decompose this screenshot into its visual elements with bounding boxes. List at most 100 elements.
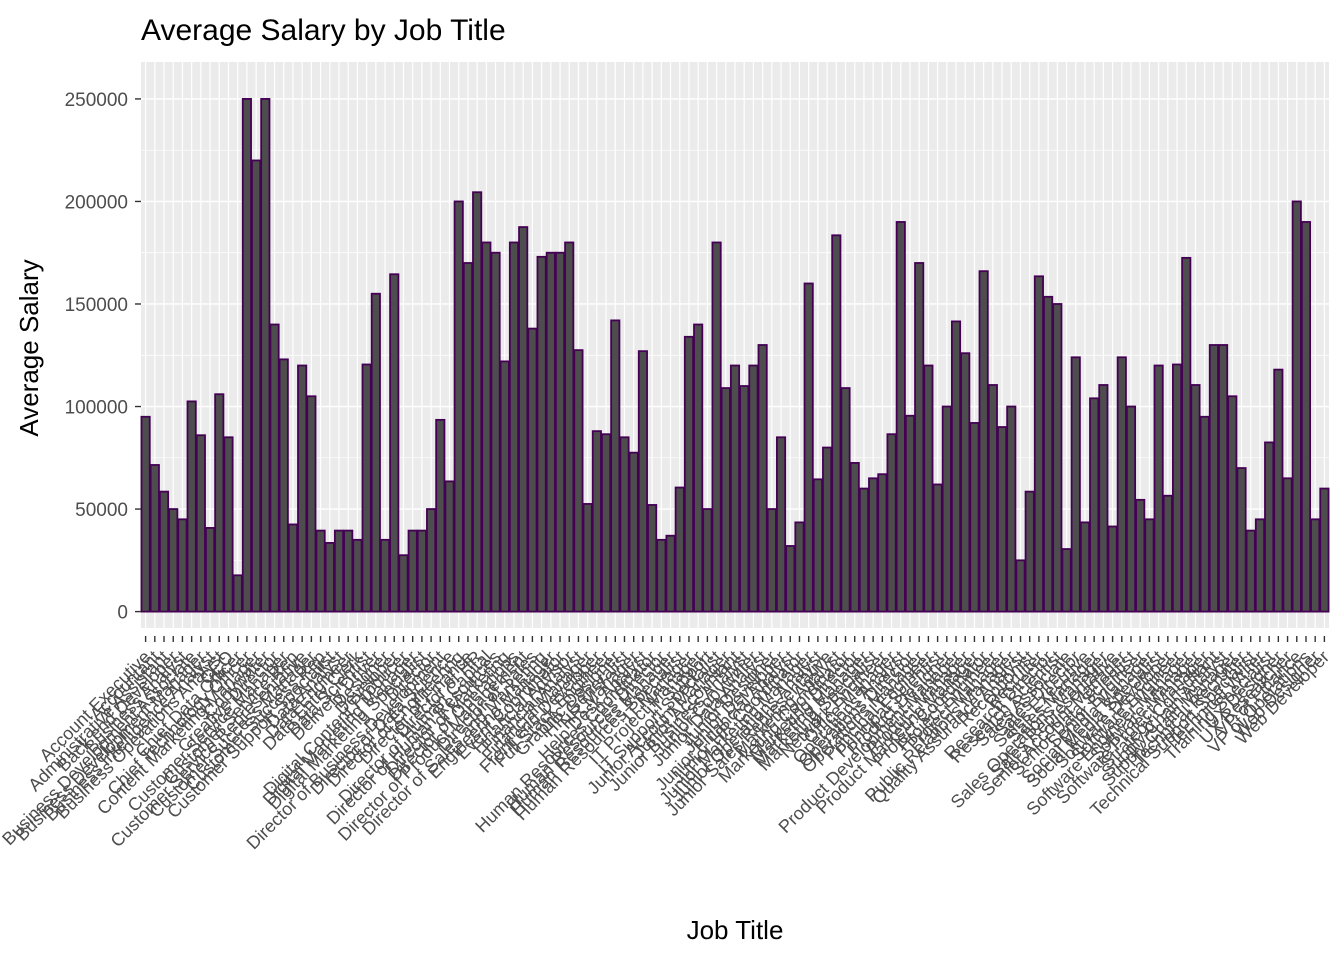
bar — [1236, 467, 1247, 613]
bar — [868, 477, 879, 613]
bar — [895, 221, 906, 613]
bar — [582, 503, 593, 613]
bar — [343, 529, 354, 613]
bar — [380, 538, 391, 613]
bar — [416, 529, 427, 613]
bar — [1125, 405, 1137, 613]
bar — [812, 478, 823, 613]
bar — [1144, 518, 1155, 613]
bar — [573, 349, 584, 613]
bar — [426, 508, 437, 613]
bar — [472, 191, 483, 613]
bar — [665, 534, 676, 613]
bar — [1043, 295, 1054, 613]
bar — [324, 541, 335, 613]
bar — [186, 400, 197, 613]
bar — [969, 422, 980, 613]
bar — [858, 487, 869, 613]
bar — [232, 574, 243, 613]
bar — [278, 358, 289, 613]
bar — [1181, 256, 1192, 613]
bar — [444, 480, 455, 613]
bar — [932, 483, 943, 613]
y-tick-label: 100000 — [65, 398, 128, 419]
bar — [803, 282, 814, 613]
bar — [527, 327, 538, 613]
y-tick-label: 0 — [117, 603, 128, 624]
bar — [1319, 487, 1330, 613]
bar — [223, 436, 234, 613]
bar — [158, 490, 170, 613]
bar — [886, 433, 897, 613]
bar — [1254, 518, 1265, 613]
x-axis-title: Job Title — [687, 915, 784, 945]
bar — [1172, 363, 1183, 613]
bar — [950, 320, 962, 613]
bar — [674, 486, 685, 613]
bar — [361, 363, 372, 613]
bar — [693, 323, 704, 613]
bar — [177, 518, 188, 613]
bar — [453, 200, 464, 613]
bar — [1116, 356, 1127, 613]
bar — [1089, 397, 1100, 613]
bar — [766, 508, 777, 613]
bar — [297, 364, 308, 613]
x-axis: Account ExecutiveAccountantAdministrativ… — [0, 636, 1333, 853]
bar — [656, 538, 667, 613]
bar — [1264, 441, 1275, 613]
bar — [195, 434, 206, 613]
bar — [333, 529, 345, 613]
y-tick-label: 250000 — [65, 90, 128, 111]
bar — [776, 436, 787, 613]
bar — [1291, 200, 1302, 613]
bar — [508, 241, 520, 613]
bar — [260, 98, 271, 613]
y-tick-label: 50000 — [75, 500, 128, 521]
bar — [518, 226, 529, 613]
bar — [647, 504, 658, 613]
bar — [610, 319, 621, 613]
bar — [140, 415, 151, 613]
bar — [1218, 344, 1229, 613]
bar — [287, 523, 298, 613]
bar — [214, 393, 225, 613]
bar — [251, 159, 262, 613]
bar — [407, 529, 418, 613]
bar — [702, 508, 713, 613]
bar — [370, 292, 381, 613]
bar — [601, 433, 612, 613]
bar — [997, 426, 1008, 613]
bar — [960, 352, 971, 613]
bar — [1015, 559, 1026, 613]
bar — [1208, 344, 1219, 613]
bar — [1052, 303, 1063, 613]
bar — [757, 344, 768, 613]
bar — [1070, 356, 1081, 613]
bar — [1135, 498, 1146, 613]
bar — [315, 529, 326, 613]
bar — [168, 508, 179, 613]
bar — [849, 462, 860, 613]
bar — [1199, 415, 1210, 613]
bar — [1162, 494, 1173, 613]
bar — [739, 385, 750, 613]
bar — [1300, 221, 1312, 613]
bar — [241, 98, 252, 613]
bar — [1282, 477, 1293, 613]
bar — [205, 527, 216, 613]
bar — [628, 451, 639, 613]
bar — [1107, 525, 1118, 613]
bar — [1098, 384, 1109, 613]
bar — [591, 430, 602, 613]
bar — [149, 464, 160, 613]
bar — [1061, 548, 1072, 613]
bar — [1153, 364, 1164, 613]
bars — [140, 98, 1330, 613]
bar — [637, 350, 648, 613]
bar — [398, 554, 409, 613]
bar — [490, 251, 501, 613]
bar — [711, 241, 722, 613]
bar — [941, 405, 952, 613]
bar — [978, 270, 989, 613]
